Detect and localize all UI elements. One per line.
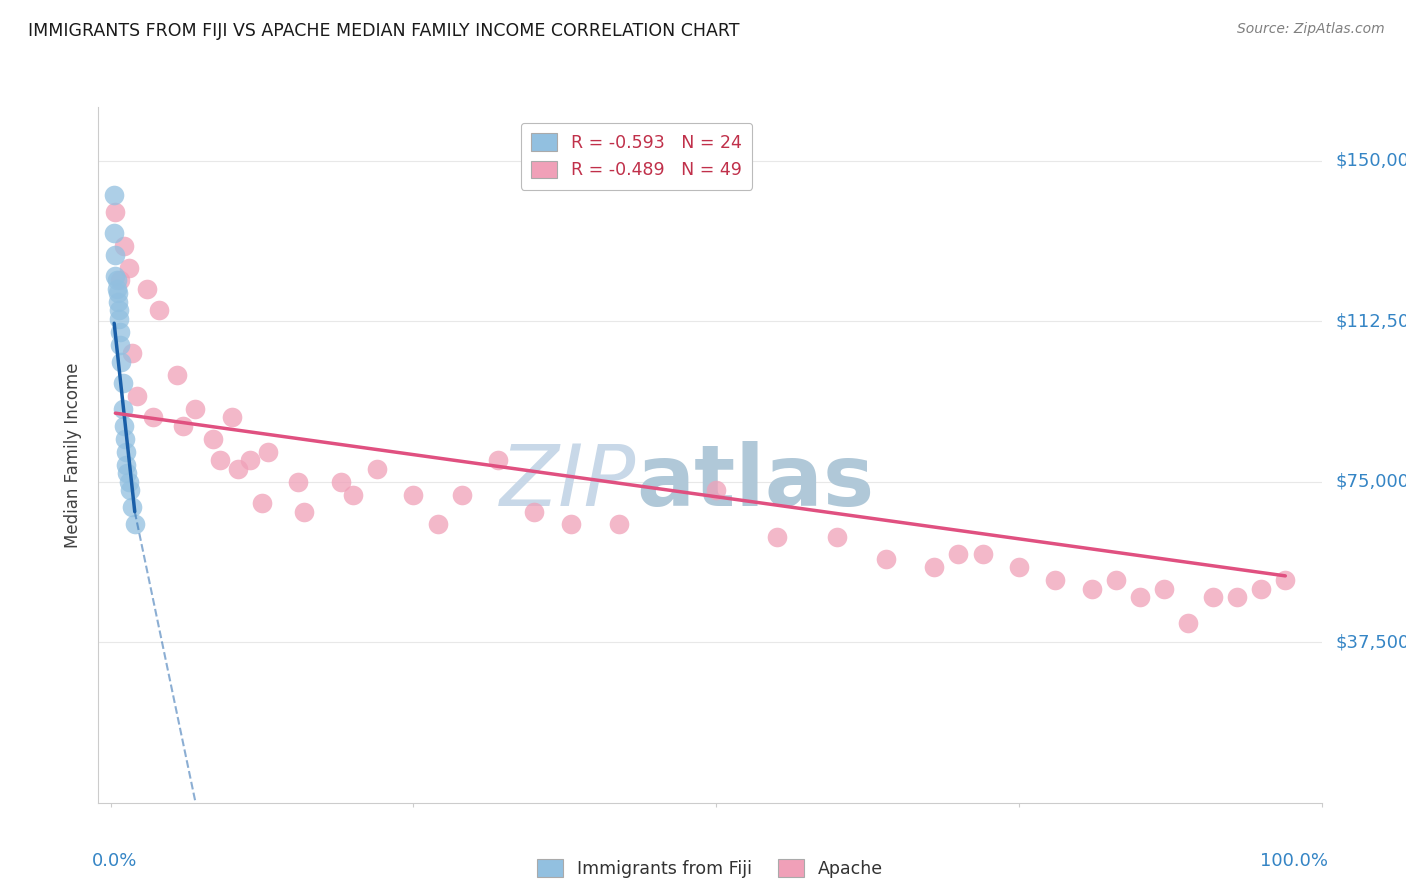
Text: $112,500: $112,500: [1336, 312, 1406, 330]
Point: [104, 269, 127, 284]
Point: [127, 389, 149, 403]
Point: [108, 312, 131, 326]
Point: [112, 419, 135, 434]
Point: [239, 453, 262, 467]
Point: [292, 505, 315, 519]
Point: [184, 401, 207, 416]
Text: $75,000: $75,000: [1336, 473, 1406, 491]
Point: [110, 273, 132, 287]
Text: 100.0%: 100.0%: [1260, 852, 1327, 870]
Point: [1129, 591, 1152, 605]
Point: [704, 483, 727, 498]
Point: [486, 453, 509, 467]
Point: [121, 346, 143, 360]
Point: [1226, 591, 1249, 605]
Text: 0.0%: 0.0%: [93, 852, 138, 870]
Point: [972, 548, 994, 562]
Point: [118, 475, 141, 489]
Point: [115, 444, 138, 458]
Point: [560, 517, 582, 532]
Point: [142, 410, 165, 425]
Point: [110, 337, 132, 351]
Point: [148, 303, 170, 318]
Y-axis label: Median Family Income: Median Family Income: [65, 362, 83, 548]
Text: ZIP: ZIP: [501, 442, 637, 524]
Text: IMMIGRANTS FROM FIJI VS APACHE MEDIAN FAMILY INCOME CORRELATION CHART: IMMIGRANTS FROM FIJI VS APACHE MEDIAN FA…: [28, 22, 740, 40]
Point: [111, 376, 134, 391]
Point: [329, 475, 352, 489]
Point: [1153, 582, 1175, 596]
Point: [1250, 582, 1272, 596]
Point: [366, 462, 388, 476]
Point: [875, 551, 897, 566]
Text: $150,000: $150,000: [1336, 152, 1406, 169]
Text: $37,500: $37,500: [1336, 633, 1406, 651]
Point: [104, 205, 127, 219]
Point: [121, 500, 143, 515]
Point: [221, 410, 243, 425]
Point: [1080, 582, 1102, 596]
Point: [948, 548, 970, 562]
Text: atlas: atlas: [637, 442, 875, 524]
Point: [112, 239, 135, 253]
Point: [1105, 573, 1128, 587]
Point: [110, 325, 132, 339]
Point: [287, 475, 309, 489]
Point: [226, 462, 249, 476]
Point: [110, 355, 132, 369]
Point: [105, 273, 128, 287]
Point: [107, 294, 129, 309]
Point: [607, 517, 630, 532]
Point: [172, 419, 194, 434]
Point: [426, 517, 449, 532]
Legend: Immigrants from Fiji, Apache: Immigrants from Fiji, Apache: [530, 852, 890, 885]
Text: Source: ZipAtlas.com: Source: ZipAtlas.com: [1237, 22, 1385, 37]
Point: [1201, 591, 1223, 605]
Point: [118, 260, 141, 275]
Point: [257, 444, 280, 458]
Point: [1177, 615, 1199, 630]
Point: [105, 282, 128, 296]
Point: [523, 505, 546, 519]
Point: [108, 303, 131, 318]
Point: [115, 458, 138, 472]
Point: [342, 487, 364, 501]
Point: [114, 432, 136, 446]
Point: [135, 282, 157, 296]
Point: [1274, 573, 1296, 587]
Point: [402, 487, 425, 501]
Point: [124, 517, 146, 532]
Point: [922, 560, 945, 574]
Point: [166, 368, 188, 382]
Point: [117, 466, 139, 480]
Point: [765, 530, 787, 544]
Point: [104, 248, 127, 262]
Point: [202, 432, 225, 446]
Point: [118, 483, 141, 498]
Point: [103, 187, 125, 202]
Point: [107, 286, 129, 301]
Point: [103, 227, 125, 241]
Point: [250, 496, 273, 510]
Point: [825, 530, 848, 544]
Point: [1043, 573, 1066, 587]
Point: [1008, 560, 1031, 574]
Point: [450, 487, 472, 501]
Point: [208, 453, 231, 467]
Point: [111, 401, 134, 416]
